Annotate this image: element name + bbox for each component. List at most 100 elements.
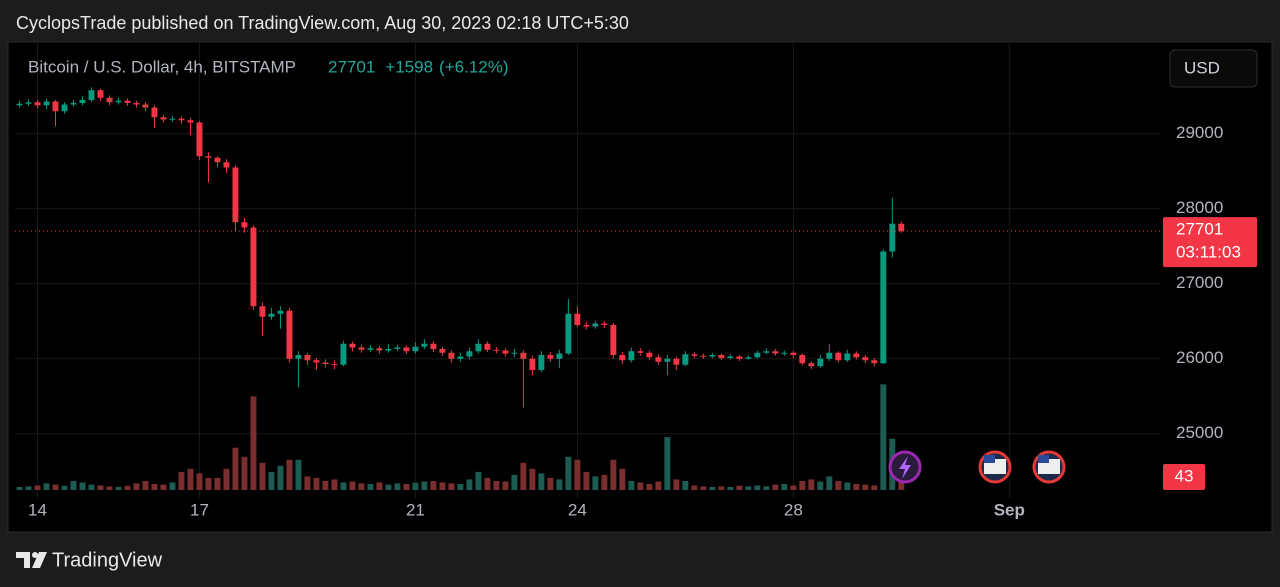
volume-bar <box>772 484 779 490</box>
candle-body <box>340 343 347 365</box>
candle-body <box>70 103 77 105</box>
volume-bar <box>718 486 725 490</box>
y-tick-label: 26000 <box>1176 348 1223 367</box>
logo-part <box>32 552 47 568</box>
footer-logo <box>16 552 47 568</box>
candle-body <box>880 251 887 364</box>
candle-body <box>412 346 419 352</box>
volume-bar <box>61 485 68 490</box>
volume-bar <box>745 486 752 490</box>
volume-bar <box>835 480 842 490</box>
volume-bar <box>196 473 203 490</box>
candle-body <box>394 347 401 349</box>
volume-bar <box>727 486 734 490</box>
volume-bar <box>628 480 635 490</box>
price-change-percent: (+6.12%) <box>439 57 508 76</box>
candle-body <box>34 102 41 106</box>
volume-bar <box>178 471 185 490</box>
volume-bar <box>16 486 23 490</box>
volume-bar <box>25 486 32 490</box>
volume-bar <box>394 483 401 490</box>
volume-bar <box>538 473 545 490</box>
grid <box>15 43 1160 498</box>
x-tick-label: 24 <box>568 500 587 519</box>
volume-bar <box>205 477 212 490</box>
volume-bar <box>673 479 680 490</box>
candle-body <box>817 358 824 367</box>
volume-bar <box>403 483 410 490</box>
candle-body <box>421 343 428 347</box>
candle-body <box>115 100 122 103</box>
candle-body <box>646 352 653 358</box>
candle-body <box>79 100 86 103</box>
volume-bar <box>133 483 140 490</box>
volume-bar <box>646 483 653 490</box>
volume-bar <box>169 482 176 490</box>
candle-body <box>790 352 797 355</box>
volume-bar <box>376 482 383 490</box>
candle-body <box>736 356 743 359</box>
last-price-label: 27701 <box>1176 220 1223 239</box>
volume-bar <box>790 485 797 490</box>
candles <box>16 87 905 408</box>
currency-button[interactable] <box>1169 49 1258 88</box>
volume-bars <box>16 384 905 490</box>
candle-body <box>547 355 554 359</box>
volume-bar <box>448 483 455 490</box>
candle-body <box>610 325 617 355</box>
candle-body <box>25 102 32 104</box>
volume-bar <box>853 483 860 490</box>
candle-body <box>286 310 293 359</box>
candle-body <box>808 363 815 367</box>
candle-body <box>763 351 770 353</box>
lightning-glyph <box>899 456 911 479</box>
x-tick-label: 21 <box>406 500 425 519</box>
volume-bar <box>439 482 446 490</box>
volume-label: 43 <box>1175 466 1194 485</box>
candle-body <box>583 325 590 327</box>
volume-bar <box>79 482 86 490</box>
candle-body <box>826 352 833 359</box>
volume-bar <box>781 483 788 490</box>
volume-bar <box>295 459 302 490</box>
candle-body <box>493 349 500 351</box>
volume-bar <box>655 481 662 490</box>
candle-body <box>349 343 356 348</box>
x-tick-label: Sep <box>994 500 1025 519</box>
volume-bar <box>556 479 563 490</box>
volume-bar <box>862 484 869 490</box>
candle-body <box>304 355 311 361</box>
candle-body <box>187 120 194 123</box>
footer-brand: TradingView <box>52 549 163 571</box>
volume-bar <box>808 479 815 490</box>
volume-bar <box>502 481 509 490</box>
volume-bar <box>214 477 221 490</box>
candle-body <box>457 356 464 359</box>
x-tick-label: 28 <box>784 500 803 519</box>
candle-body <box>520 352 527 359</box>
x-tick-label: 14 <box>28 500 47 519</box>
candle-body <box>124 100 131 103</box>
candle-body <box>853 353 860 358</box>
candle-body <box>295 355 302 359</box>
volume-bar <box>223 468 230 490</box>
candle-body <box>529 358 536 370</box>
volume-bar <box>565 456 572 490</box>
candle-body <box>88 90 95 100</box>
candle-body <box>133 103 140 105</box>
volume-bar <box>592 476 599 490</box>
candle-body <box>223 162 230 168</box>
volume-bar <box>232 447 239 490</box>
volume-bar <box>241 456 248 490</box>
volume-bar <box>43 483 50 490</box>
currency-label[interactable]: USD <box>1184 58 1220 77</box>
candle-body <box>250 227 257 307</box>
volume-bar <box>466 479 473 490</box>
attribution: CyclopsTrade published on TradingView.co… <box>16 13 629 33</box>
candle-body <box>835 352 842 361</box>
volume-bar <box>151 483 158 490</box>
volume-bar <box>385 484 392 490</box>
volume-bar <box>268 471 275 490</box>
candle-body <box>700 355 707 357</box>
